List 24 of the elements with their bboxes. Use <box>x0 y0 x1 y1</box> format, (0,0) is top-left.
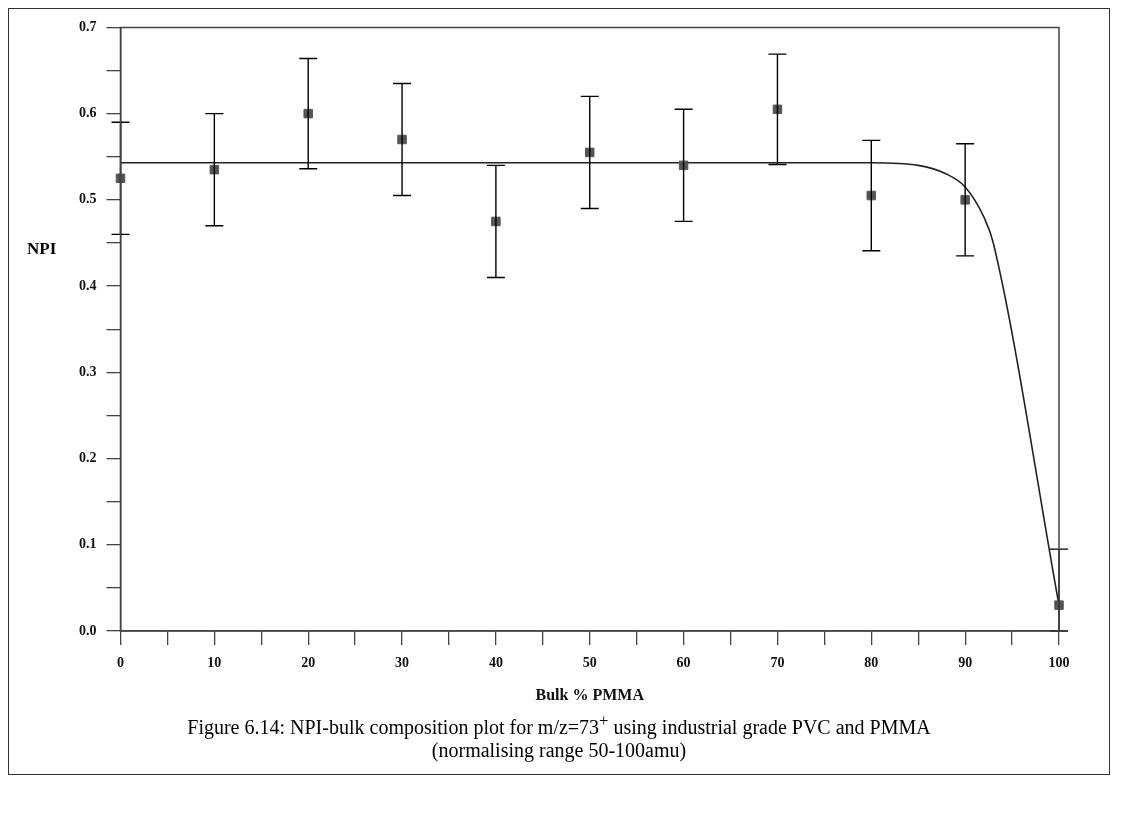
y-tick-label: 0.0 <box>79 622 97 638</box>
point <box>1054 600 1064 610</box>
x-tick-label: 90 <box>958 655 973 671</box>
y-tick-label: 0.6 <box>79 105 97 121</box>
caption: Figure 6.14: NPI-bulk composition plot for m/z=73$^{+}$ using industrial grade PVC and PMMA (normalising range 50-100amu) <box>186 710 932 764</box>
point <box>115 173 126 184</box>
y-tick-label: 0.7 <box>79 19 97 35</box>
x-tick-label: 80 <box>864 655 879 671</box>
y-tick-label: 0.4 <box>79 277 97 293</box>
x-axis-title: Bulk % PMMA <box>535 685 645 703</box>
y-tick-label: 0.1 <box>79 536 97 552</box>
x-tick-label: 20 <box>301 655 316 671</box>
x-tick-label: 40 <box>488 655 503 671</box>
x-tick-label: 70 <box>770 655 785 671</box>
y-axis-title: NPI <box>27 239 57 259</box>
x-tick-label: 50 <box>582 655 597 671</box>
x-tick-label: 100 <box>1048 655 1070 671</box>
x-tick-label: 10 <box>207 655 222 671</box>
y-tick-label: 0.5 <box>79 191 97 207</box>
x-tick-label: 30 <box>395 655 410 671</box>
x-tick-label: 60 <box>676 655 691 671</box>
x-tick-label: 0 <box>117 655 124 671</box>
y-tick-label: 0.2 <box>79 450 97 466</box>
y-tick-label: 0.3 <box>79 363 97 379</box>
